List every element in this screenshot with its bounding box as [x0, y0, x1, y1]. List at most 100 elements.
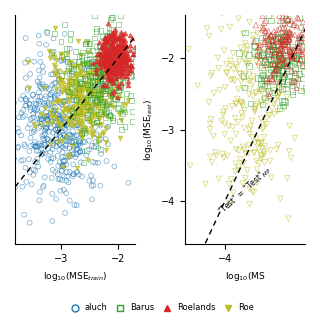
Point [89, 197, 94, 202]
Point [113, 51, 118, 56]
Point [70, 124, 76, 129]
Point [219, 27, 224, 32]
Point [67, 117, 72, 122]
Point [262, 28, 268, 33]
Point [8, 100, 13, 105]
Point [75, 87, 80, 92]
Point [99, 76, 104, 81]
Point [292, 78, 298, 84]
Point [222, 121, 227, 126]
Point [110, 63, 115, 68]
Point [113, 51, 118, 56]
Point [105, 53, 110, 58]
Point [60, 113, 66, 118]
Point [250, 93, 255, 99]
Point [262, 60, 268, 65]
Point [76, 72, 81, 77]
Point [106, 142, 111, 147]
Point [258, 49, 263, 54]
Point [255, 52, 260, 57]
Point [240, 85, 245, 91]
Point [259, 103, 264, 108]
Point [210, 160, 215, 165]
Point [31, 142, 36, 148]
Point [96, 68, 101, 74]
Point [98, 52, 103, 57]
Point [69, 81, 75, 86]
Point [234, 65, 239, 70]
Point [96, 145, 101, 150]
Point [117, 53, 122, 58]
Point [115, 45, 120, 50]
Point [301, 90, 307, 95]
Point [81, 127, 86, 132]
Point [296, 76, 301, 81]
Point [123, 52, 128, 57]
Point [68, 76, 73, 81]
Point [79, 174, 84, 179]
Point [85, 86, 90, 92]
Point [118, 68, 124, 73]
Point [260, 73, 265, 78]
Point [269, 44, 274, 49]
Point [270, 38, 275, 43]
Point [109, 61, 114, 67]
Point [11, 85, 16, 90]
Point [236, 71, 242, 76]
Point [89, 63, 94, 68]
Point [114, 64, 119, 69]
Point [10, 83, 15, 88]
Point [36, 68, 42, 73]
Point [113, 30, 118, 35]
Point [116, 61, 121, 67]
Point [61, 132, 66, 137]
Point [263, 35, 268, 40]
Point [276, 48, 281, 53]
Point [48, 125, 53, 130]
Point [46, 86, 52, 92]
Point [44, 122, 50, 127]
Point [93, 140, 98, 145]
Point [119, 48, 124, 53]
Point [108, 102, 114, 108]
Point [272, 54, 277, 59]
Point [297, 60, 302, 65]
Point [39, 152, 44, 157]
Point [195, 83, 200, 88]
Point [89, 132, 94, 137]
Point [100, 131, 105, 136]
Point [106, 68, 111, 73]
Point [123, 65, 128, 70]
Point [48, 112, 53, 117]
Point [77, 143, 82, 148]
Point [236, 16, 241, 21]
Point [107, 54, 112, 59]
Point [275, 42, 280, 47]
Point [76, 118, 81, 123]
Point [107, 68, 112, 74]
Point [266, 91, 271, 96]
Point [86, 130, 91, 135]
Point [78, 69, 84, 74]
Point [106, 91, 111, 96]
Point [130, 109, 135, 114]
Point [39, 106, 44, 111]
Point [87, 118, 92, 123]
Point [100, 80, 105, 85]
Point [93, 125, 98, 130]
Point [117, 119, 122, 124]
Point [53, 105, 58, 110]
Point [306, 54, 311, 59]
Point [291, 59, 296, 64]
Point [265, 100, 270, 105]
Point [107, 75, 112, 80]
Point [276, 78, 282, 84]
Point [89, 143, 94, 148]
Point [35, 144, 40, 149]
Point [60, 116, 65, 121]
Point [102, 54, 108, 59]
Point [48, 110, 53, 115]
Point [95, 103, 100, 108]
Point [132, 46, 137, 52]
Point [70, 63, 75, 68]
